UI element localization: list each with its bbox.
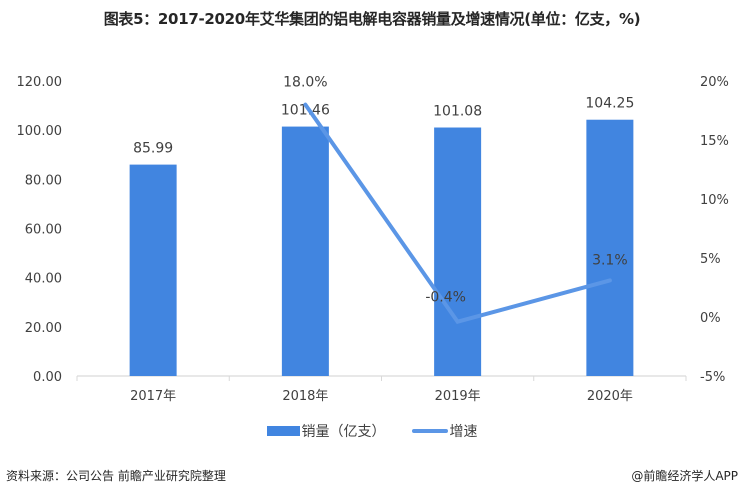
left-axis-tick: 20.00	[25, 321, 62, 336]
legend-item-growth: 增速	[411, 421, 478, 441]
left-axis-tick: 120.00	[17, 75, 63, 90]
chart-plot: 0.00 20.00 40.00 60.00 80.00 100.00 120.00 -5% 0…	[17, 75, 729, 404]
left-axis-tick: 0.00	[33, 370, 62, 385]
line-value-label: 3.1%	[592, 252, 628, 268]
bar-sales	[281, 126, 329, 376]
bar-value-label: 101.46	[281, 103, 330, 119]
bar-sales	[586, 119, 634, 376]
x-axis-category-label: 2019年	[435, 389, 481, 404]
growth-line	[303, 102, 612, 325]
bar-sales	[434, 127, 482, 377]
right-axis-tick: 15%	[700, 134, 729, 149]
line-value-label: -0.4%	[425, 290, 466, 306]
x-axis-category-label: 2018年	[282, 389, 328, 404]
chart-legend: 销量（亿支） 增速	[0, 421, 744, 441]
legend-bar-swatch-icon	[266, 426, 300, 436]
credit-note: @前瞻经济学人APP	[631, 469, 738, 483]
x-axis-category-label: 2020年	[587, 389, 633, 404]
line-value-label: 18.0%	[283, 75, 327, 91]
legend-line-swatch-icon	[411, 429, 448, 433]
legend-sales-label: 销量（亿支）	[301, 424, 386, 440]
left-axis-tick: 60.00	[25, 223, 62, 238]
left-axis-tick: 80.00	[25, 173, 62, 188]
right-axis-tick: -5%	[700, 370, 725, 385]
bar-value-label: 101.08	[433, 104, 482, 120]
right-axis-tick: 20%	[700, 75, 729, 90]
chart-title: 图表5：2017-2020年艾华集团的铝电解电容器销量及增速情况(单位：亿支，%…	[103, 10, 641, 28]
right-axis-tick: 10%	[700, 193, 729, 208]
right-axis-tick: 0%	[700, 311, 721, 326]
left-axis-tick: 100.00	[17, 124, 63, 139]
legend-growth-label: 增速	[449, 424, 478, 440]
right-axis-tick: 5%	[700, 252, 721, 267]
bar-sales	[129, 164, 177, 376]
source-note: 资料来源：公司公告 前瞻产业研究院整理	[6, 469, 226, 483]
x-axis-category-label: 2017年	[130, 389, 176, 404]
left-axis-tick: 40.00	[25, 272, 62, 287]
bar-value-label: 104.25	[585, 96, 634, 112]
legend-item-sales: 销量（亿支）	[266, 421, 386, 441]
bar-value-label: 85.99	[133, 141, 173, 157]
